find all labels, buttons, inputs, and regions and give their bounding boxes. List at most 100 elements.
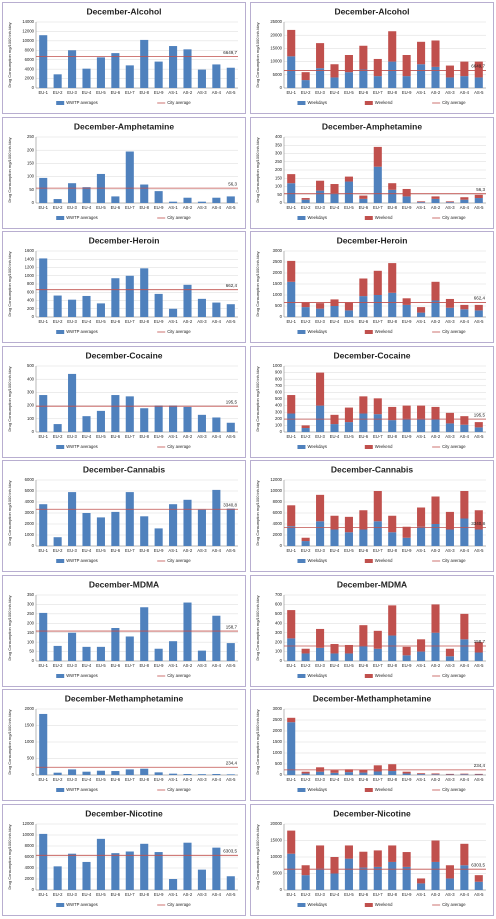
bar-segment xyxy=(316,190,325,203)
bar-segment xyxy=(474,881,483,890)
x-tick-label: AS-1 xyxy=(416,892,426,897)
y-tick-label: 150 xyxy=(275,175,283,180)
y-tick-label: 1000 xyxy=(25,273,35,278)
panel-border xyxy=(2,345,246,458)
x-tick-label: AS-3 xyxy=(445,892,455,897)
bar-segment xyxy=(388,61,397,88)
legend-label: WWTP averages xyxy=(66,902,98,907)
y-tick-label: 0 xyxy=(32,658,35,663)
bar xyxy=(111,511,120,546)
city-average-label: 662,4 xyxy=(474,296,486,301)
x-tick-label: EU-9 xyxy=(402,205,412,210)
bar-segment xyxy=(431,524,440,546)
y-tick-label: 8000 xyxy=(25,47,35,52)
bar-segment xyxy=(330,770,339,773)
bar-segment xyxy=(445,298,454,308)
y-tick-label: 0 xyxy=(32,314,35,319)
city-average-label: 195,5 xyxy=(226,399,238,404)
bar-segment xyxy=(417,526,426,546)
y-tick-label: 600 xyxy=(275,389,283,394)
x-tick-label: EU-1 xyxy=(286,434,296,439)
bar-segment xyxy=(316,844,325,869)
bar-segment xyxy=(344,407,353,422)
legend-swatch xyxy=(364,673,373,678)
x-tick-label: EU-6 xyxy=(111,663,121,668)
bar xyxy=(183,49,192,88)
chart-title: December-Amphetamine xyxy=(74,121,174,131)
bar xyxy=(212,847,221,890)
bar-segment xyxy=(344,844,353,859)
x-tick-label: EU-8 xyxy=(387,205,397,210)
y-tick-label: 10000 xyxy=(270,59,282,64)
legend-swatch xyxy=(364,788,373,792)
bar-segment xyxy=(431,603,440,633)
bar xyxy=(212,302,221,317)
x-tick-label: EU-7 xyxy=(373,548,383,553)
x-tick-label: EU-3 xyxy=(67,663,77,668)
y-tick-label: 200 xyxy=(27,147,35,152)
bar xyxy=(68,299,77,317)
x-tick-label: AS-5 xyxy=(226,892,236,897)
x-tick-label: EU-3 xyxy=(67,548,77,553)
bar-segment xyxy=(417,405,426,419)
y-tick-label: 50 xyxy=(29,186,34,191)
bar xyxy=(183,406,192,432)
y-tick-label: 0 xyxy=(32,887,35,892)
panel-border xyxy=(250,803,494,916)
x-tick-label: EU-2 xyxy=(301,892,311,897)
x-tick-label: EU-7 xyxy=(125,892,135,897)
bar-segment xyxy=(373,413,382,432)
bar-segment xyxy=(373,76,382,88)
x-tick-label: AS-5 xyxy=(474,434,484,439)
legend-swatch xyxy=(56,101,65,105)
x-tick-label: EU-3 xyxy=(315,548,325,553)
x-tick-label: EU-4 xyxy=(82,548,92,553)
bar-segment xyxy=(287,260,296,282)
legend-label: City average xyxy=(442,558,466,563)
legend-label: City average xyxy=(167,673,191,678)
panel-border xyxy=(250,2,494,114)
legend-swatch xyxy=(364,444,373,449)
bar-segment xyxy=(474,426,483,432)
y-tick-label: 1500 xyxy=(273,281,283,286)
bar-segment xyxy=(460,76,469,88)
x-tick-label: EU-5 xyxy=(344,892,354,897)
y-tick-label: 100 xyxy=(275,648,283,653)
bar-segment xyxy=(402,418,411,432)
x-tick-label: EU-9 xyxy=(402,90,412,95)
bar xyxy=(125,65,134,88)
chart-panel: December-Amphetamine Drug Consumption mg/… xyxy=(250,116,494,229)
bar-segment xyxy=(344,72,353,88)
x-tick-label: AS-3 xyxy=(445,777,455,782)
x-tick-label: EU-9 xyxy=(154,205,164,210)
bar-segment xyxy=(445,307,454,317)
bar xyxy=(96,838,105,890)
x-tick-label: EU-8 xyxy=(387,90,397,95)
bar-segment xyxy=(460,518,469,546)
bar-segment xyxy=(474,61,483,78)
bar-segment xyxy=(344,516,353,533)
chart-panel: December-Heroin Drug Consumption mg/1000 … xyxy=(2,231,246,343)
chart-title: December-Nicotine xyxy=(85,808,163,818)
bar xyxy=(183,197,192,203)
bar xyxy=(197,414,206,432)
bar xyxy=(39,504,48,546)
chart-panel: December-Cannabis Drug Consumption mg/100… xyxy=(250,460,494,572)
bar xyxy=(53,865,62,890)
panel-border xyxy=(2,2,246,114)
bar-segment xyxy=(301,427,310,432)
bar-segment xyxy=(301,771,310,774)
legend-label: City average xyxy=(442,444,466,449)
bar-segment xyxy=(445,422,454,432)
x-tick-label: AS-3 xyxy=(197,892,207,897)
x-tick-label: EU-8 xyxy=(387,892,397,897)
y-tick-label: 3000 xyxy=(273,248,283,253)
bar-segment xyxy=(359,624,368,646)
y-tick-label: 5000 xyxy=(273,72,283,77)
x-tick-label: EU-5 xyxy=(96,663,106,668)
x-tick-label: EU-3 xyxy=(67,90,77,95)
bar-segment xyxy=(287,281,296,317)
x-tick-label: EU-7 xyxy=(373,892,383,897)
y-tick-label: 10000 xyxy=(22,38,34,43)
chart-title: December-Methamphetamine xyxy=(65,693,184,703)
